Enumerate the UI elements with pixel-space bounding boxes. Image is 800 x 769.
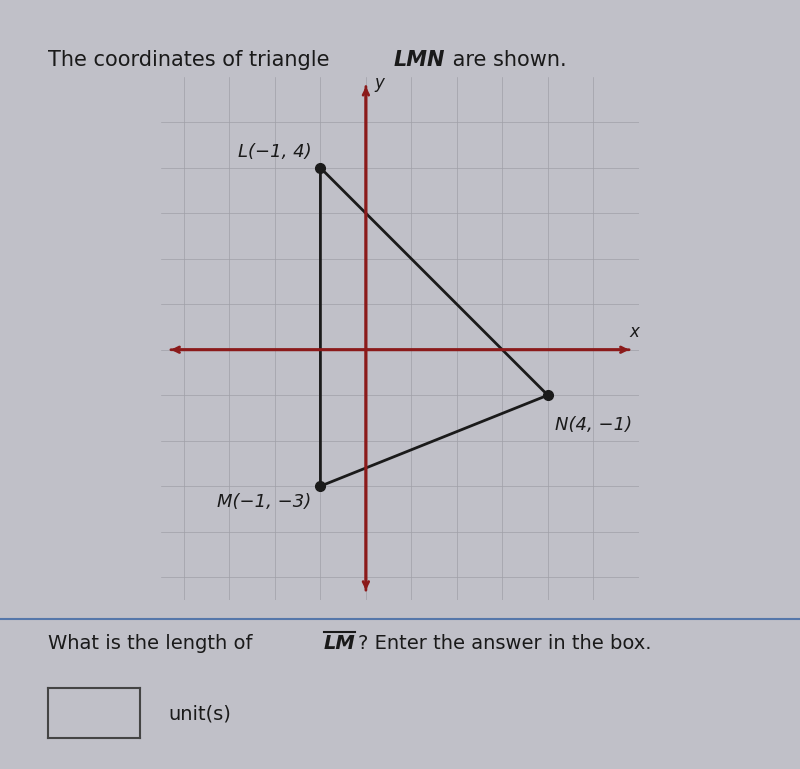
Text: ? Enter the answer in the box.: ? Enter the answer in the box. bbox=[358, 634, 651, 654]
Text: LMN: LMN bbox=[394, 50, 445, 70]
Text: What is the length of: What is the length of bbox=[48, 634, 258, 654]
Text: LM: LM bbox=[324, 634, 356, 654]
Text: L(−1, 4): L(−1, 4) bbox=[238, 143, 311, 161]
Text: y: y bbox=[374, 75, 384, 92]
Text: are shown.: are shown. bbox=[446, 50, 567, 70]
Text: x: x bbox=[630, 323, 639, 341]
Text: unit(s): unit(s) bbox=[168, 704, 231, 723]
Text: N(4, −1): N(4, −1) bbox=[554, 416, 632, 434]
Text: The coordinates of triangle: The coordinates of triangle bbox=[48, 50, 336, 70]
Text: M(−1, −3): M(−1, −3) bbox=[217, 493, 311, 511]
